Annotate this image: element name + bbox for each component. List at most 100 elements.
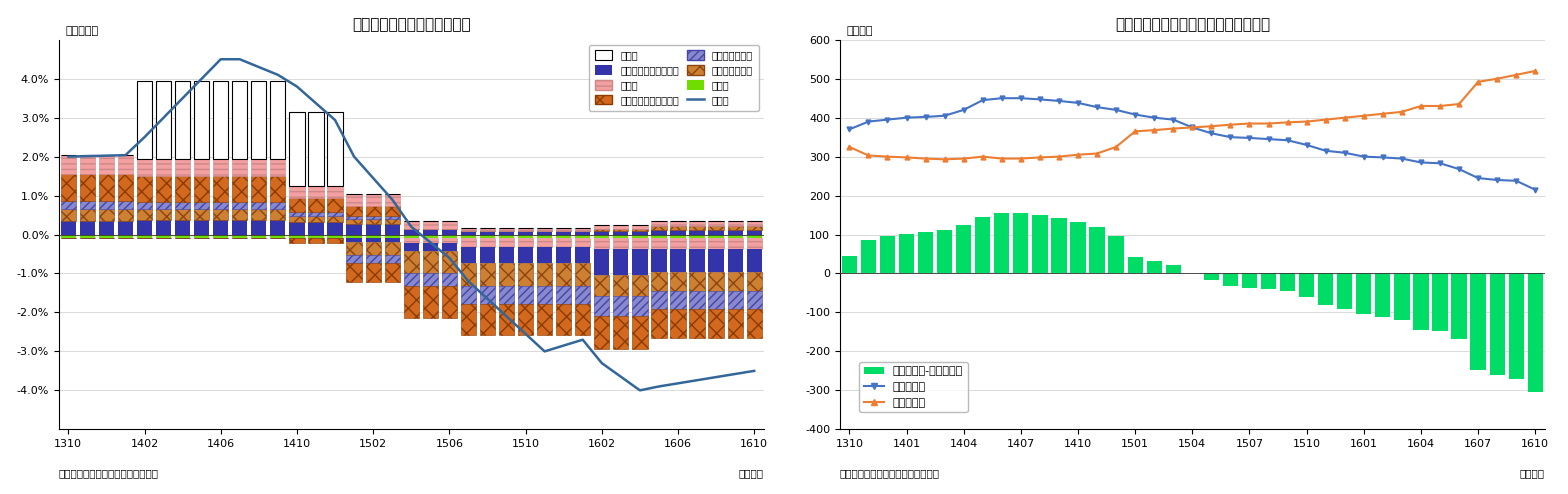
Bar bbox=[251, 81, 267, 159]
Bar bbox=[690, 235, 704, 238]
Bar bbox=[251, 176, 267, 202]
Bar bbox=[213, 235, 229, 238]
Bar bbox=[1261, 274, 1276, 289]
Bar bbox=[536, 238, 552, 247]
Bar bbox=[632, 316, 648, 349]
Bar bbox=[347, 238, 362, 242]
Bar bbox=[517, 231, 533, 235]
Bar bbox=[118, 174, 133, 202]
Bar bbox=[594, 235, 610, 238]
Bar bbox=[442, 229, 456, 235]
Bar bbox=[746, 235, 762, 238]
Bar bbox=[118, 221, 133, 235]
Bar bbox=[861, 240, 877, 274]
Bar bbox=[61, 174, 75, 202]
Bar bbox=[347, 263, 362, 283]
Bar bbox=[575, 304, 590, 335]
Bar bbox=[155, 209, 171, 220]
Bar bbox=[80, 174, 96, 202]
Bar bbox=[1375, 274, 1391, 317]
Bar bbox=[80, 202, 96, 209]
Bar bbox=[898, 234, 914, 274]
Bar bbox=[536, 304, 552, 335]
Bar bbox=[709, 235, 724, 238]
Bar bbox=[136, 176, 152, 202]
Bar bbox=[746, 291, 762, 309]
Bar bbox=[176, 176, 190, 202]
Bar bbox=[232, 202, 248, 209]
Bar bbox=[480, 231, 495, 235]
Bar bbox=[232, 176, 248, 202]
Bar bbox=[536, 287, 552, 304]
Bar bbox=[309, 186, 323, 198]
Bar bbox=[842, 256, 858, 274]
Bar bbox=[671, 235, 685, 238]
Bar bbox=[423, 221, 437, 229]
Bar bbox=[517, 235, 533, 238]
Bar bbox=[709, 230, 724, 235]
Bar bbox=[442, 221, 456, 229]
Bar bbox=[1471, 274, 1486, 370]
Bar bbox=[575, 228, 590, 231]
Bar bbox=[956, 225, 971, 274]
Bar bbox=[384, 235, 400, 238]
Bar bbox=[461, 231, 477, 235]
Bar bbox=[384, 263, 400, 283]
Bar bbox=[517, 263, 533, 287]
Bar bbox=[99, 221, 114, 235]
Bar bbox=[251, 209, 267, 220]
Bar bbox=[61, 209, 75, 221]
Bar bbox=[384, 206, 400, 216]
Bar bbox=[480, 263, 495, 287]
Bar bbox=[746, 230, 762, 235]
Bar bbox=[671, 238, 685, 248]
Bar bbox=[632, 238, 648, 249]
Bar bbox=[61, 235, 75, 239]
Bar bbox=[194, 220, 209, 235]
Bar bbox=[690, 272, 704, 291]
Bar bbox=[613, 275, 629, 296]
Bar bbox=[328, 238, 343, 244]
Bar bbox=[632, 275, 648, 296]
Bar bbox=[328, 112, 343, 186]
Bar bbox=[270, 220, 285, 235]
Bar bbox=[365, 195, 381, 206]
Bar bbox=[671, 309, 685, 338]
Bar bbox=[290, 216, 304, 222]
Bar bbox=[575, 235, 590, 238]
Bar bbox=[328, 235, 343, 238]
Bar bbox=[651, 221, 666, 226]
Bar bbox=[536, 247, 552, 263]
Bar bbox=[480, 235, 495, 238]
Bar bbox=[213, 220, 229, 235]
Bar bbox=[403, 251, 419, 273]
Bar bbox=[155, 176, 171, 202]
Bar bbox=[480, 304, 495, 335]
Bar bbox=[632, 296, 648, 316]
Bar bbox=[461, 238, 477, 247]
Text: （資料）日本銀行「企業物価指数」: （資料）日本銀行「企業物価指数」 bbox=[58, 468, 158, 478]
Bar bbox=[1223, 274, 1239, 286]
Bar bbox=[80, 209, 96, 221]
Bar bbox=[384, 216, 400, 219]
Bar bbox=[232, 235, 248, 238]
Bar bbox=[651, 248, 666, 272]
Bar bbox=[1298, 274, 1314, 297]
Bar bbox=[671, 226, 685, 230]
Bar bbox=[632, 225, 648, 229]
Bar bbox=[536, 263, 552, 287]
Bar bbox=[403, 229, 419, 235]
Bar bbox=[671, 221, 685, 226]
Title: 国内企業物価指数の上昇・下落品目数: 国内企業物価指数の上昇・下落品目数 bbox=[1115, 17, 1270, 32]
Bar bbox=[1319, 274, 1333, 305]
Bar bbox=[517, 247, 533, 263]
Bar bbox=[632, 235, 648, 238]
Bar bbox=[365, 238, 381, 242]
Bar bbox=[728, 226, 743, 230]
Bar bbox=[80, 221, 96, 235]
Bar bbox=[461, 287, 477, 304]
Bar bbox=[480, 247, 495, 263]
Bar bbox=[517, 304, 533, 335]
Bar bbox=[938, 230, 952, 274]
Bar bbox=[1032, 215, 1047, 274]
